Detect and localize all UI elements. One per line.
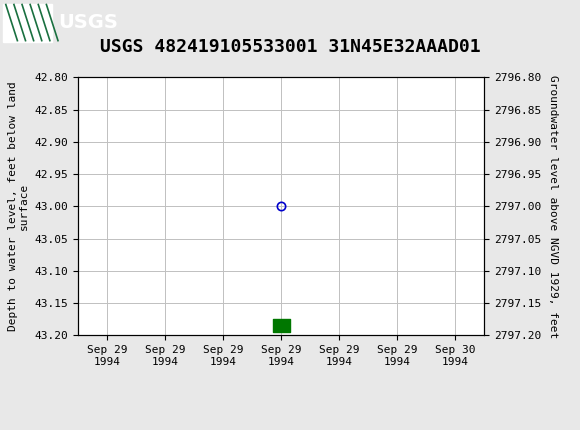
Text: USGS: USGS bbox=[58, 13, 118, 32]
Bar bbox=[3, 3, 52, 42]
Y-axis label: Depth to water level, feet below land
surface: Depth to water level, feet below land su… bbox=[8, 82, 29, 331]
Y-axis label: Groundwater level above NGVD 1929, feet: Groundwater level above NGVD 1929, feet bbox=[548, 75, 558, 338]
Text: USGS 482419105533001 31N45E32AAAD01: USGS 482419105533001 31N45E32AAAD01 bbox=[100, 38, 480, 56]
